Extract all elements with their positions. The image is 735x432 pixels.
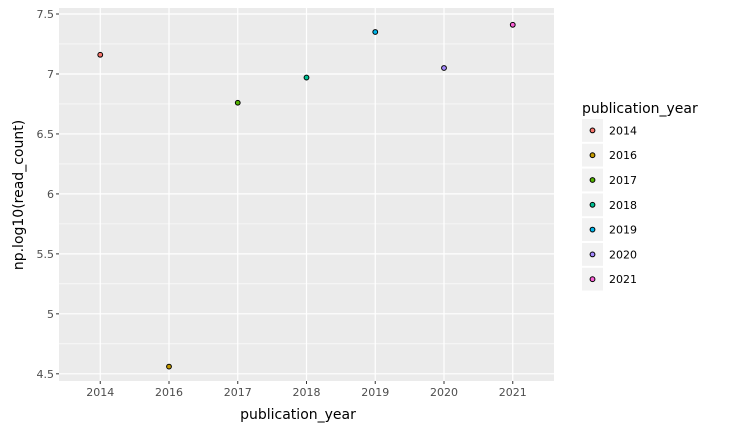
x-tick-label: 2020	[430, 386, 458, 399]
data-point	[303, 74, 310, 81]
x-axis-title: publication_year	[240, 407, 356, 423]
x-tick-label: 2017	[224, 386, 252, 399]
y-tick-label: 6.5	[37, 128, 55, 141]
legend-key	[589, 226, 596, 233]
x-tick-label: 2019	[361, 386, 389, 399]
legend-label: 2019	[609, 224, 637, 237]
legend-label: 2017	[609, 174, 637, 187]
data-point	[166, 363, 172, 370]
y-tick-label: 4.5	[37, 368, 55, 381]
legend-label: 2014	[609, 124, 637, 137]
data-point	[372, 29, 379, 35]
major-gridlines	[59, 8, 554, 381]
legend-label: 2021	[609, 273, 637, 286]
legend-key	[589, 152, 596, 159]
y-tick-label: 6	[47, 188, 54, 201]
data-point	[441, 65, 447, 71]
x-tick-label: 2014	[86, 386, 114, 399]
legend-label: 2016	[609, 149, 637, 162]
y-tick-label: 5.5	[37, 248, 55, 261]
legend-title: publication_year	[582, 101, 698, 117]
x-tick-label: 2021	[499, 386, 527, 399]
legend-key	[589, 177, 596, 183]
legend: publication_year 2014 2016 2017 2018 2019 202…	[582, 101, 698, 291]
legend-key	[589, 251, 596, 258]
legend-items: 2014 2016 2017 2018 2019 2020 2021	[582, 119, 637, 291]
y-tick-label: 7	[47, 68, 54, 81]
x-tick-labels: 2014 2016 2017 2018 2019 2020 2021	[86, 386, 527, 399]
x-tick-label: 2018	[293, 386, 321, 399]
legend-label: 2018	[609, 199, 637, 212]
x-tick-label: 2016	[155, 386, 183, 399]
data-point	[97, 51, 104, 58]
legend-label: 2020	[609, 248, 637, 261]
y-tick-label: 5	[47, 308, 54, 321]
data-point	[234, 99, 241, 106]
data-points	[97, 21, 516, 370]
legend-key	[589, 127, 596, 134]
legend-key	[589, 201, 596, 208]
legend-key	[589, 276, 596, 283]
y-axis-title: np.log10(read_count)	[11, 120, 27, 270]
y-tick-label: 7.5	[37, 8, 55, 21]
y-tick-labels: 4.5 5 5.5 6 6.5 7 7.5	[37, 8, 55, 381]
axis-ticks	[56, 13, 514, 384]
data-point	[509, 21, 516, 28]
